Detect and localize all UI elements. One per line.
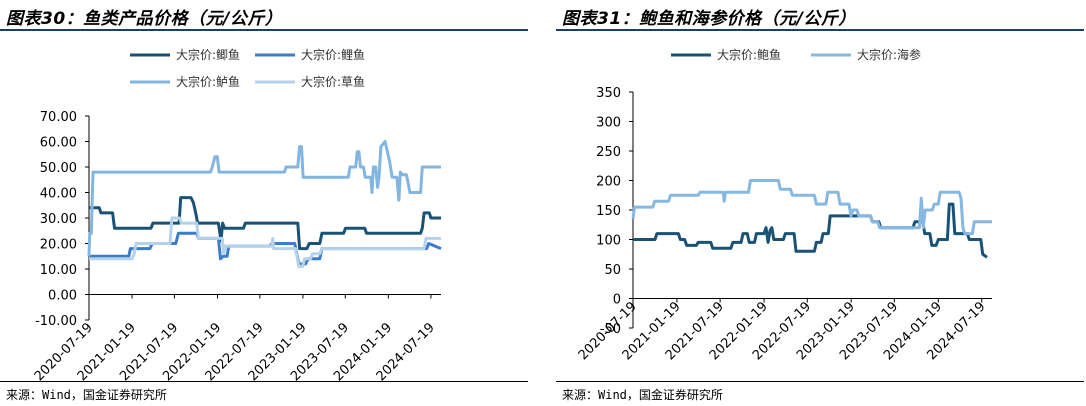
y-tick-label: 40.00	[40, 187, 77, 202]
y-tick-label: 20.00	[40, 238, 77, 253]
y-tick-label: 0	[613, 293, 621, 308]
source-divider	[556, 381, 1084, 382]
title-divider	[0, 29, 528, 31]
series-line-1	[633, 202, 988, 259]
right-chart-panel: 图表31：鲍鱼和海参价格（元/公斤） -50 0 50 100 150 200 250 300…	[556, 0, 1086, 406]
y-tick-label: 250	[596, 145, 621, 160]
legend-label: 大宗价:草鱼	[301, 74, 365, 89]
y-tick-label: 70.00	[40, 110, 77, 125]
y-tick-label: 10.00	[40, 263, 77, 278]
series-line-3	[87, 140, 441, 257]
source-note: 来源：Wind，国金证券研究所	[6, 388, 167, 402]
y-tick-label: 150	[596, 204, 621, 219]
series-line-4	[89, 216, 441, 268]
fish-price-chart: -10.00 0.00 10.00 20.00 30.00 40.00 50.00 60.00…	[32, 47, 442, 384]
y-tick-label: 100	[596, 234, 621, 249]
left-chart-panel: 图表30：鱼类产品价格（元/公斤） -10.00 0.00 10.00 20.00 30…	[0, 0, 530, 406]
y-tick-label: -50	[600, 322, 621, 337]
source-note: 来源：Wind，国金证券研究所	[562, 388, 723, 402]
y-tick-label: 50	[604, 263, 621, 278]
chart-title: 图表31：鲍鱼和海参价格（元/公斤）	[562, 9, 856, 29]
y-tick-label: 350	[596, 86, 621, 101]
source-divider	[0, 381, 528, 382]
legend-label: 大宗价:鲫鱼	[176, 47, 240, 62]
y-tick-label: 300	[596, 116, 621, 131]
y-tick-label: 30.00	[40, 212, 77, 227]
legend-label: 大宗价:鲍鱼	[717, 47, 781, 62]
series-line-2	[631, 179, 992, 236]
y-tick-label: -10.00	[35, 314, 77, 329]
chart-title: 图表30：鱼类产品价格（元/公斤）	[6, 9, 283, 29]
title-divider	[556, 29, 1084, 31]
y-tick-label: 200	[596, 175, 621, 190]
y-tick-label: 60.00	[40, 136, 77, 151]
legend-label: 大宗价:海参	[857, 47, 921, 62]
series-line-1	[89, 196, 441, 251]
y-tick-label: 50.00	[40, 161, 77, 176]
y-tick-label: 0.00	[48, 289, 77, 304]
legend-label: 大宗价:鲈鱼	[176, 74, 240, 89]
legend-label: 大宗价:鲤鱼	[301, 47, 365, 62]
abalone-seacucumber-price-chart: -500501001502002503003502020-07-192021-0…	[576, 47, 992, 363]
